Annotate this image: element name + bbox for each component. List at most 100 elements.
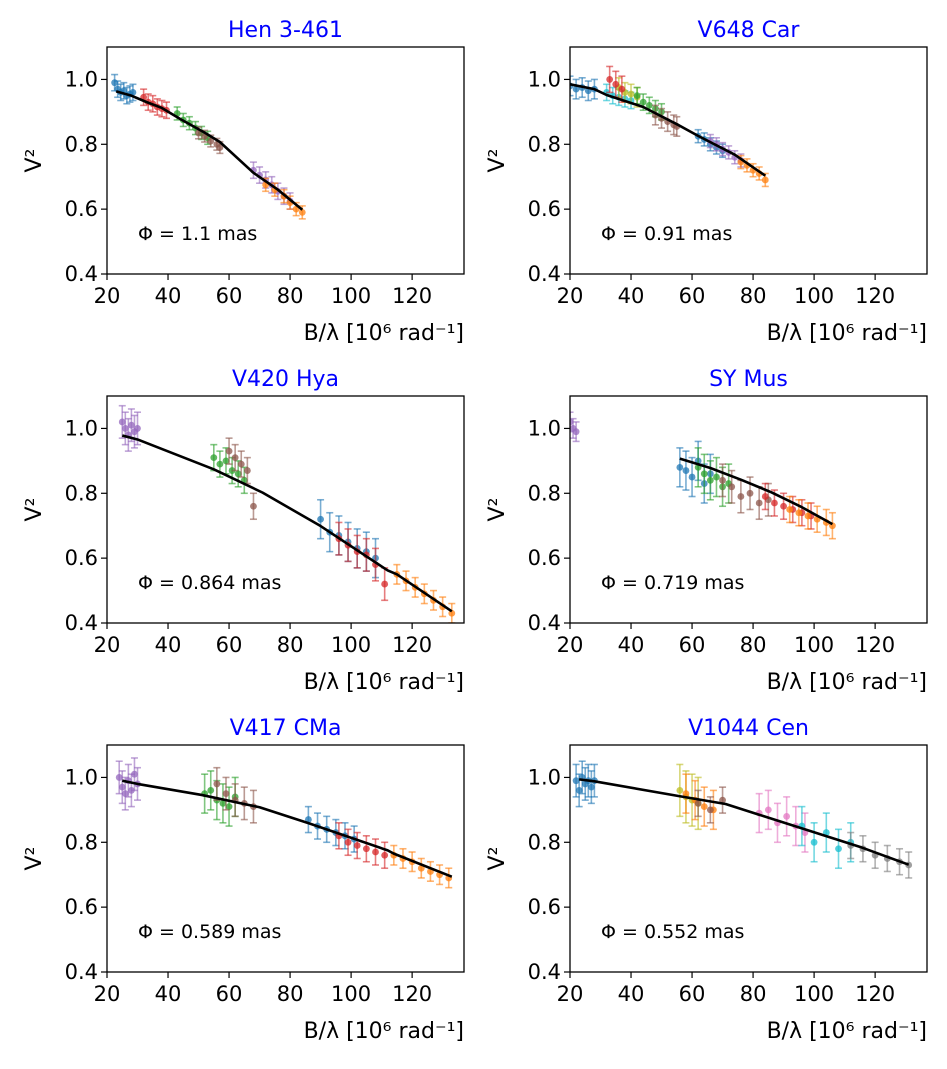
data-point (222, 457, 230, 465)
panel-6: 20 40 60 80 100 120 0.4 0.6 0.8 1.0 V1044 Cen B/λ [… (485, 716, 928, 1044)
data-point (118, 783, 126, 791)
series-red (606, 65, 626, 103)
phi-annotation: Φ = 0.719 mas (601, 572, 744, 594)
data-point (128, 421, 135, 429)
data-point (317, 515, 324, 523)
x-tick-label: 40 (155, 284, 182, 308)
data-point (618, 85, 626, 93)
data-point (213, 780, 221, 788)
panel-title: V420 Hya (232, 367, 339, 392)
fit-line (578, 778, 910, 866)
data-point (719, 796, 726, 804)
x-tick-label: 20 (94, 982, 121, 1006)
axes-frame (106, 46, 465, 275)
data-point (222, 790, 230, 798)
data-point (761, 176, 769, 184)
y-axis-label: V² (22, 847, 47, 871)
y-tick-label: 0.4 (65, 960, 98, 984)
y-tick-label: 0.6 (65, 895, 98, 919)
data-point (676, 787, 684, 794)
panel-title: Hen 3-461 (228, 18, 343, 43)
y-axis-label: V² (22, 149, 47, 173)
x-tick-label: 40 (618, 284, 645, 308)
series-purple (118, 404, 142, 452)
data-point (645, 101, 653, 109)
y-tick-label: 0.4 (65, 262, 98, 286)
axes-frame (106, 744, 465, 973)
y-tick-label: 1.0 (65, 67, 98, 91)
data-point (344, 838, 352, 846)
data-point (810, 838, 818, 846)
data-point (225, 803, 233, 811)
series-brown (719, 463, 772, 521)
x-tick-label: 60 (216, 982, 243, 1006)
panel-1: 20 40 60 80 100 120 0.4 0.6 0.8 1.0 Hen 3-461 B/λ [… (22, 18, 465, 346)
data-point (633, 92, 641, 100)
data-point (572, 85, 580, 93)
data-point (381, 580, 389, 588)
data-point (207, 137, 215, 145)
y-tick-label: 1.0 (528, 416, 561, 440)
data-point (219, 799, 227, 807)
series-blue (111, 73, 137, 105)
series-blue (676, 440, 714, 504)
x-tick-label: 100 (331, 284, 371, 308)
data-point (728, 483, 736, 491)
y-tick-label: 0.6 (528, 546, 561, 570)
data-point (121, 790, 129, 798)
y-tick-label: 0.8 (528, 132, 561, 156)
data-point (115, 774, 123, 781)
y-tick-label: 0.6 (65, 197, 98, 221)
y-tick-label: 0.6 (528, 197, 561, 221)
data-point (572, 777, 580, 785)
y-tick-label: 0.8 (65, 830, 98, 854)
x-tick-label: 40 (155, 982, 182, 1006)
fit-line (115, 90, 304, 211)
data-point (250, 502, 257, 510)
data-point (737, 493, 745, 500)
y-axis-label: V² (22, 498, 47, 522)
x-tick-label: 20 (557, 982, 584, 1006)
x-tick-label: 40 (618, 982, 645, 1006)
data-point (706, 476, 714, 484)
y-axis-label: V² (485, 847, 510, 871)
x-tick-label: 60 (679, 633, 706, 657)
series-orange (786, 495, 836, 540)
data-point (225, 447, 233, 455)
data-point (134, 425, 141, 432)
y-tick-label: 0.4 (528, 611, 561, 635)
data-point (606, 76, 614, 83)
y-tick-label: 0.4 (528, 262, 561, 286)
fit-line (121, 779, 453, 878)
data-point (207, 787, 215, 794)
y-tick-label: 0.4 (65, 611, 98, 635)
y-tick-label: 1.0 (65, 765, 98, 789)
data-layer (570, 65, 769, 188)
series-brown (694, 786, 727, 824)
data-point (746, 489, 754, 497)
data-point (575, 787, 583, 794)
series-red (335, 822, 389, 870)
x-tick-label: 80 (740, 633, 767, 657)
axes-frame (569, 744, 928, 973)
panel-title: V1044 Cen (688, 716, 809, 741)
fit-line (121, 434, 453, 613)
x-tick-label: 80 (277, 284, 304, 308)
series-green (694, 447, 733, 508)
data-point (131, 770, 138, 778)
phi-annotation: Φ = 0.91 mas (601, 223, 732, 245)
series-orange (390, 844, 453, 889)
data-point (118, 418, 126, 426)
data-point (216, 144, 224, 151)
data-point (795, 509, 803, 517)
x-tick-label: 100 (331, 633, 371, 657)
x-axis-label: B/λ [10⁶ rad⁻¹] (767, 321, 927, 346)
y-tick-label: 0.8 (528, 830, 561, 854)
data-point (372, 848, 379, 856)
x-tick-label: 80 (740, 284, 767, 308)
data-point (129, 89, 137, 96)
x-tick-label: 40 (618, 633, 645, 657)
x-tick-label: 80 (740, 982, 767, 1006)
series-purple (115, 757, 142, 811)
data-point (780, 502, 787, 510)
